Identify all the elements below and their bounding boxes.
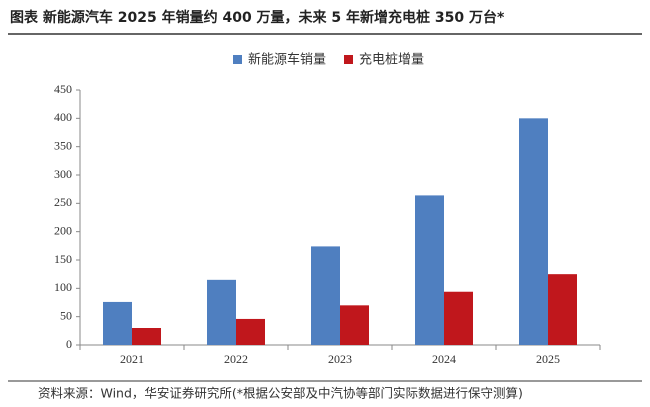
x-tick-label: 2024 — [432, 352, 456, 366]
x-tick-label: 2021 — [120, 352, 144, 366]
bar — [236, 318, 265, 345]
chart-title: 图表 新能源汽车 2025 年销量约 400 万量，未来 5 年新增充电桩 35… — [10, 9, 505, 26]
bar — [207, 279, 236, 345]
legend-label: 新能源车销量 — [248, 52, 326, 68]
y-tick-label: 350 — [54, 138, 72, 152]
y-tick-label: 300 — [54, 167, 72, 181]
y-tick-label: 100 — [54, 280, 72, 294]
legend-swatch — [344, 55, 353, 64]
legend-label: 充电桩增量 — [359, 52, 424, 68]
y-tick-label: 450 — [54, 82, 72, 96]
legend-swatch — [233, 55, 242, 64]
x-tick-label: 2022 — [224, 352, 248, 366]
bar — [103, 301, 132, 345]
source-note: 资料来源：Wind，华安证券研究所(*根据公安部及中汽协等部门实际数据进行保守测… — [38, 386, 523, 401]
y-tick-label: 150 — [54, 252, 72, 266]
bar — [444, 291, 473, 345]
y-tick-label: 400 — [54, 110, 72, 124]
bar — [132, 328, 161, 345]
y-tick-label: 250 — [54, 195, 72, 209]
bar — [519, 118, 548, 345]
x-tick-label: 2023 — [328, 352, 352, 366]
bar — [311, 246, 340, 345]
bar — [548, 274, 577, 345]
bar — [415, 195, 444, 345]
y-tick-label: 200 — [54, 223, 72, 237]
y-tick-label: 0 — [66, 337, 72, 351]
y-tick-label: 50 — [60, 308, 72, 322]
bar — [340, 305, 369, 345]
x-tick-label: 2025 — [536, 352, 560, 366]
